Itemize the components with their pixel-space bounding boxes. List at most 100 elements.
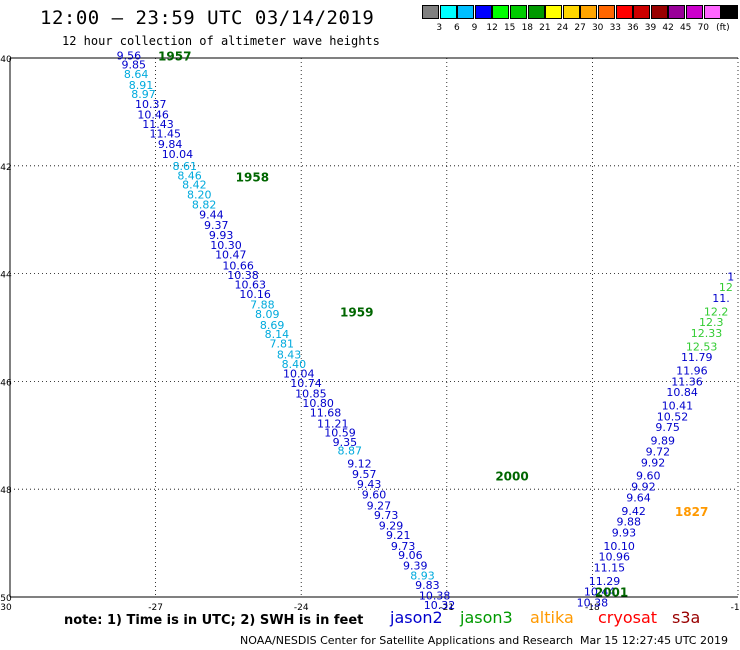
scale-label: 30 — [591, 23, 604, 33]
data-point-label: 9.60 — [362, 489, 387, 502]
data-point-label: 12.33 — [691, 327, 723, 340]
data-point-label: 9.83 — [415, 579, 440, 592]
data-point-label: 9.42 — [621, 505, 646, 518]
data-point-label: 10.96 — [598, 551, 630, 564]
data-point-label: 11.79 — [681, 351, 713, 364]
data-point-label: 9.93 — [209, 229, 234, 242]
data-point-label: 11.29 — [589, 575, 621, 588]
data-point-label: 9.88 — [617, 516, 642, 529]
data-point-label: 9.60 — [636, 470, 661, 483]
data-point-label: 10.30 — [210, 239, 242, 252]
data-point-label: 9.27 — [367, 499, 392, 512]
data-point-label: 10.85 — [295, 387, 327, 400]
data-point-label: 10.44 — [584, 586, 616, 599]
data-point-label: 10.38 — [419, 589, 451, 602]
data-point-label: 9.44 — [199, 208, 224, 221]
data-point-label: 9.35 — [333, 436, 358, 449]
data-point-label: 8.97 — [131, 88, 156, 101]
data-point-label: 10.84 — [666, 386, 698, 399]
data-point-label: 1 — [727, 270, 734, 283]
data-point-label: 10.47 — [215, 249, 247, 262]
data-point-label: 10.74 — [290, 377, 322, 390]
y-tick-label: -46 — [0, 378, 12, 388]
data-point-label: 11.15 — [594, 561, 626, 574]
time-label: 1959 — [340, 305, 373, 319]
scale-label: 42 — [662, 23, 674, 33]
data-point-label: 9.43 — [357, 478, 382, 491]
data-point-label: 9.92 — [641, 456, 666, 469]
data-point-label: 9.92 — [631, 481, 656, 494]
data-point-label: 9.89 — [651, 435, 676, 448]
scale-label: 39 — [644, 23, 657, 33]
page-subtitle: 12 hour collection of altimeter wave hei… — [62, 34, 380, 48]
data-point-label: 9.72 — [646, 445, 671, 458]
y-tick-label: -50 — [0, 594, 12, 604]
footer-organization: NOAA/NESDIS Center for Satellite Applica… — [240, 634, 574, 647]
scale-swatch — [527, 5, 545, 19]
scale-swatch — [439, 5, 457, 19]
data-point-label: 8.42 — [182, 179, 207, 192]
data-point-label: 10.04 — [162, 148, 194, 161]
y-tick-label: -42 — [0, 163, 12, 173]
data-point-label: 8.64 — [124, 68, 149, 81]
x-left-label: -30 — [0, 603, 12, 613]
data-point-label: 8.09 — [255, 308, 280, 321]
data-point-label: 8.82 — [192, 199, 217, 212]
scale-label: 9 — [471, 23, 478, 33]
data-point-label: 8.91 — [129, 79, 154, 92]
data-point-label: 10.80 — [302, 397, 334, 410]
data-point-label: 10.63 — [234, 278, 266, 291]
scale-swatch — [650, 5, 668, 19]
y-tick-label: -44 — [0, 271, 12, 281]
scale-swatch — [545, 5, 563, 19]
scale-swatch — [510, 5, 527, 19]
scale-swatch — [457, 5, 475, 19]
scale-swatch — [703, 5, 721, 19]
data-point-label: 8.20 — [187, 188, 212, 201]
scale-swatch — [580, 5, 598, 19]
data-point-label: 11.43 — [142, 118, 174, 131]
footer-timestamp: Mar 15 12:27:45 UTC 2019 — [580, 634, 728, 647]
scale-label: 36 — [627, 23, 639, 33]
data-point-label: 11.21 — [317, 417, 349, 430]
data-point-label: 11.68 — [310, 407, 342, 420]
scale-label: (ft) — [716, 23, 730, 33]
data-point-label: 10.66 — [222, 260, 254, 273]
scale-swatch — [668, 5, 686, 19]
scale-label: 3 — [436, 23, 443, 33]
data-point-label: 12.2 — [704, 305, 729, 318]
scale-label: 24 — [556, 23, 569, 33]
data-point-label: 12 — [719, 281, 733, 294]
data-point-label: 12.3 — [699, 316, 724, 329]
data-point-label: 8.40 — [282, 358, 307, 371]
note-text: note: 1) Time is in UTC; 2) SWH is in fe… — [64, 613, 364, 628]
legend-cryosat: cryosat — [598, 608, 658, 627]
scale-label: 21 — [539, 23, 551, 33]
data-point-label: 10.38 — [577, 596, 609, 609]
data-point-label: 9.37 — [204, 219, 229, 232]
time-label: 1957 — [158, 49, 191, 63]
scale-swatch — [721, 5, 739, 19]
data-point-label: 9.57 — [352, 468, 377, 481]
data-point-label: 9.39 — [403, 560, 428, 573]
time-label: 2001 — [595, 586, 628, 600]
data-point-label: 11.36 — [671, 375, 703, 388]
data-point-label: 9.21 — [386, 529, 411, 542]
scale-label: 45 — [679, 23, 692, 33]
x-tick-label: -21 — [439, 603, 454, 613]
time-label: 2000 — [495, 470, 528, 484]
scale-label: 12 — [486, 23, 498, 33]
legend-jason3: jason3 — [460, 608, 513, 627]
data-point-label: 8.87 — [337, 444, 362, 457]
x-tick-label: -18 — [585, 603, 600, 613]
data-point-label: 8.69 — [260, 319, 285, 332]
legend-altika: altika — [530, 608, 574, 627]
y-tick-label: -48 — [0, 486, 12, 496]
data-point-label: 10.59 — [324, 427, 356, 440]
data-point-label: 8.61 — [172, 160, 197, 173]
data-point-label: 9.73 — [391, 540, 416, 553]
scale-swatch — [598, 5, 615, 19]
data-point-label: 11. — [712, 292, 730, 305]
legend-s3a: s3a — [672, 608, 701, 627]
data-point-label: 10.37 — [135, 98, 167, 111]
